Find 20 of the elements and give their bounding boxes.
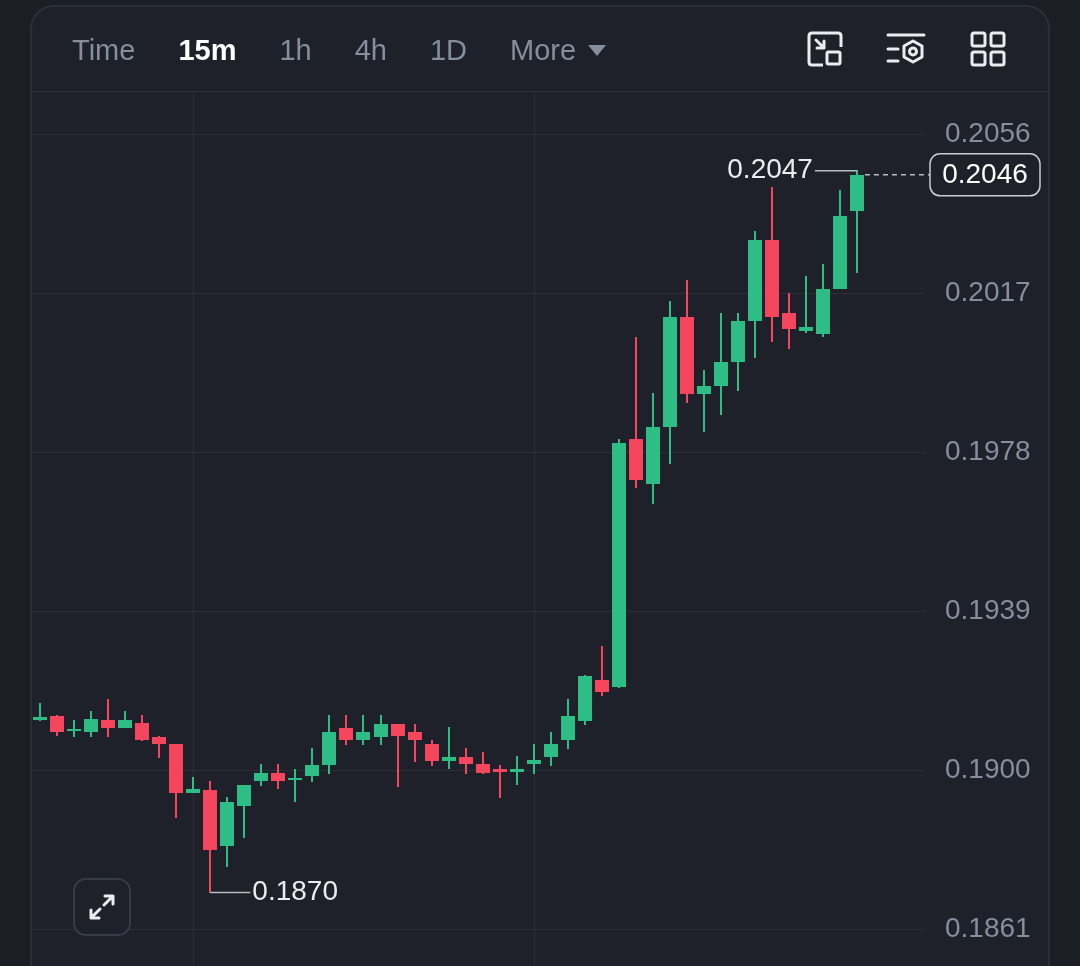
candlestick	[799, 276, 813, 333]
y-tick-label: 0.2017	[945, 275, 1031, 307]
y-tick-label: 0.2056	[945, 116, 1031, 148]
annotation: 0.2047	[727, 153, 813, 185]
candlestick	[510, 756, 524, 785]
candlestick	[288, 769, 302, 802]
y-tick-label: 0.1861	[945, 911, 1031, 943]
text: 1D	[429, 33, 468, 67]
text: 4h	[354, 33, 387, 67]
candlestick	[493, 765, 507, 798]
y-tick-label: 0.1939	[945, 593, 1031, 625]
y-tick-label: 0.1978	[945, 434, 1031, 466]
text: 15m	[178, 33, 237, 67]
annotation: 0.1870	[252, 875, 338, 907]
ref-line-label: 0.2046	[942, 158, 1028, 190]
y-tick-label: 0.1900	[945, 752, 1031, 784]
candlestick	[442, 727, 456, 769]
text: Time	[72, 33, 136, 67]
text: 1h	[279, 33, 312, 67]
text: More	[510, 33, 577, 67]
